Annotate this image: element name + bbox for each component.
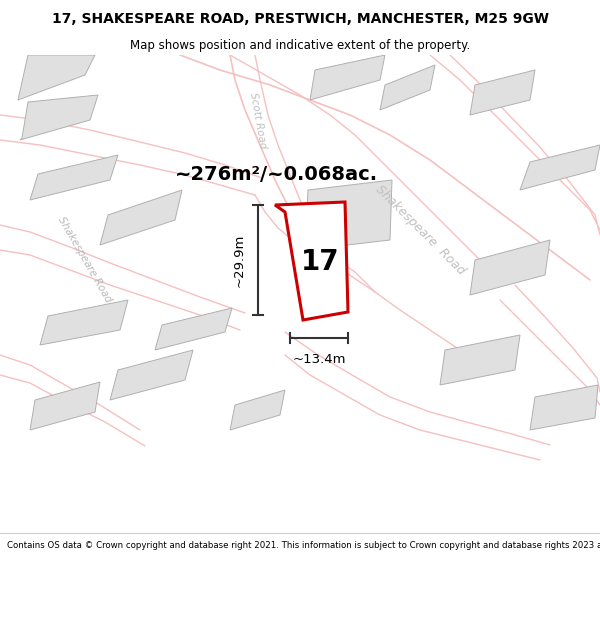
- Polygon shape: [30, 382, 100, 430]
- Text: Shakespeare  Road: Shakespeare Road: [373, 182, 467, 278]
- Polygon shape: [30, 155, 118, 200]
- Text: Map shows position and indicative extent of the property.: Map shows position and indicative extent…: [130, 39, 470, 51]
- Text: Contains OS data © Crown copyright and database right 2021. This information is : Contains OS data © Crown copyright and d…: [7, 541, 600, 551]
- Polygon shape: [40, 300, 128, 345]
- Polygon shape: [470, 70, 535, 115]
- Text: Shakespeare Road: Shakespeare Road: [56, 216, 113, 304]
- Polygon shape: [305, 180, 392, 250]
- Polygon shape: [155, 308, 232, 350]
- Polygon shape: [470, 240, 550, 295]
- Text: ~13.4m: ~13.4m: [292, 353, 346, 366]
- Polygon shape: [230, 390, 285, 430]
- Text: 17: 17: [301, 248, 340, 276]
- Polygon shape: [20, 95, 98, 140]
- Polygon shape: [310, 55, 385, 100]
- Polygon shape: [275, 202, 348, 320]
- Polygon shape: [530, 385, 598, 430]
- Polygon shape: [18, 55, 95, 100]
- Text: ~276m²/~0.068ac.: ~276m²/~0.068ac.: [175, 166, 378, 184]
- Text: Scott Road: Scott Road: [248, 91, 268, 149]
- Text: 17, SHAKESPEARE ROAD, PRESTWICH, MANCHESTER, M25 9GW: 17, SHAKESPEARE ROAD, PRESTWICH, MANCHES…: [52, 12, 548, 26]
- Polygon shape: [380, 65, 435, 110]
- Text: ~29.9m: ~29.9m: [233, 233, 246, 287]
- Polygon shape: [440, 335, 520, 385]
- Polygon shape: [110, 350, 193, 400]
- Polygon shape: [100, 190, 182, 245]
- Polygon shape: [520, 145, 600, 190]
